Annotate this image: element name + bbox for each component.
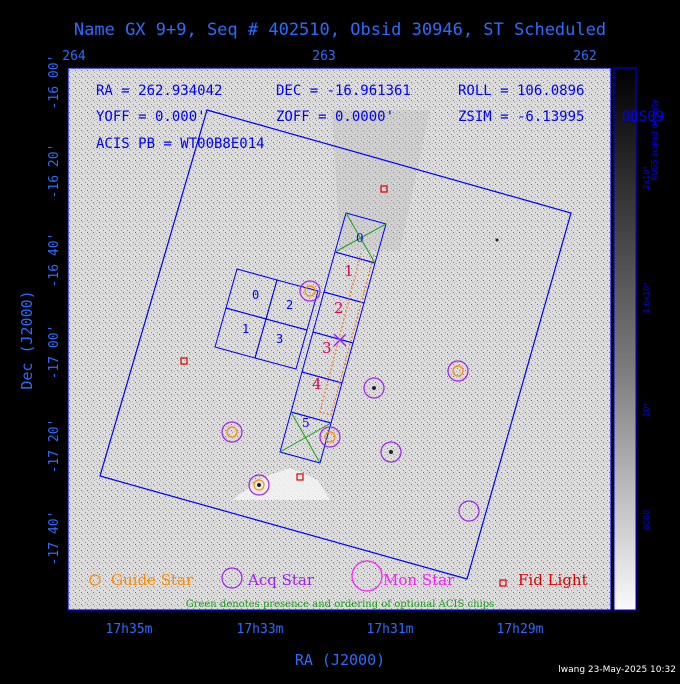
info-ra: RA = 262.934042 [96, 83, 222, 99]
legend-acq-label: Acq Star [247, 571, 315, 589]
legend-note: Green denotes presence and ordering of o… [186, 599, 495, 610]
image-frame [67, 67, 612, 611]
guide-star [452, 365, 464, 377]
dec-tick-3: -16 40' [47, 233, 62, 288]
acis-i-label-1: 1 [242, 322, 249, 336]
y-axis-label: Dec (J2000) [18, 290, 36, 389]
dec-tick-1: -16 00' [47, 55, 62, 110]
acq-star [363, 377, 385, 399]
colorbar-label: RUSS scaled density [650, 99, 659, 181]
aimpoint-marker [333, 333, 347, 347]
acq-star [447, 360, 469, 382]
acq-star [380, 441, 402, 463]
legend-guide-icon [89, 574, 101, 586]
acis-i-label-2: 2 [286, 298, 293, 312]
acq-star [458, 500, 480, 522]
acq-star [221, 421, 243, 443]
acq-star [248, 474, 270, 496]
acq-star [319, 426, 341, 448]
colorbar-tick-4: 6000 [642, 510, 651, 530]
dec-tick-6: -17 40' [47, 511, 62, 566]
top-tick-263: 263 [312, 49, 335, 64]
fid-light [296, 473, 304, 481]
colorbar [613, 67, 637, 611]
ra-tick-3: 17h31m [367, 622, 414, 637]
info-block: RA = 262.934042 DEC = -16.961361 ROLL = … [96, 83, 584, 152]
acis-s-label-5: 5 [302, 416, 310, 430]
fid-light [180, 357, 188, 365]
colorbar-tick-1: 2x10⁴ [642, 166, 651, 189]
guide-stars [226, 285, 464, 491]
acis-s-label-1: 1 [344, 262, 354, 280]
guide-star [304, 285, 316, 297]
dec-tick-5: -17 20' [47, 419, 62, 474]
guide-star [324, 431, 336, 443]
info-roll: ROLL = 106.0896 [458, 83, 584, 99]
ra-tick-2: 17h33m [237, 622, 284, 637]
fid-lights [180, 185, 388, 481]
star-dots [257, 238, 499, 487]
legend-guide-label: Guide Star [111, 571, 194, 589]
plot-title: Name GX 9+9, Seq # 402510, Obsid 30946, … [74, 20, 606, 40]
optional-chip-marks [279, 212, 387, 464]
colorbar-tick-3: 10⁴ [642, 403, 651, 416]
dark-streak [332, 110, 430, 250]
info-obs-overflow: OBS09 [622, 109, 664, 125]
info-acis-pb: ACIS PB = WT00B8E014 [96, 136, 265, 152]
dec-tick-4: -17 00' [47, 325, 62, 380]
acis-i-label-3: 3 [276, 332, 283, 346]
footer-stamp: lwang 23-May-2025 10:32 [558, 665, 676, 675]
acis-i-array [214, 268, 319, 370]
acq-stars [221, 280, 480, 522]
acis-s-label-4: 4 [312, 375, 322, 393]
top-tick-264: 264 [62, 49, 86, 64]
acis-i-chip-3 [254, 318, 308, 370]
guide-star [253, 479, 265, 491]
fov-outline [99, 109, 572, 580]
legend-mon-label: Mon Star [383, 571, 455, 589]
legend-fid-icon [499, 579, 507, 587]
colorbar-tick-2: 1.6x10⁴ [642, 283, 651, 314]
legend-acq-icon [221, 567, 243, 589]
x-axis-label: RA (J2000) [295, 651, 385, 669]
legend-fid-label: Fid Light [518, 571, 588, 589]
ra-tick-1: 17h35m [106, 622, 153, 637]
bright-region [232, 468, 330, 500]
info-dec: DEC = -16.961361 [276, 83, 411, 99]
optional-mark-chip5-b [279, 422, 332, 453]
fid-light [380, 185, 388, 193]
legend-mon-icon [351, 560, 383, 592]
info-yoff: YOFF = 0.000' [96, 109, 206, 125]
acis-s-label-3: 3 [322, 339, 332, 357]
acis-i-label-0: 0 [252, 288, 259, 302]
dec-tick-2: -16 20' [47, 144, 62, 199]
optional-mark-chip0-b [334, 223, 387, 253]
info-zoff: ZOFF = 0.0000' [276, 109, 394, 125]
guide-star [226, 426, 238, 438]
acq-star [299, 280, 321, 302]
legend: Guide Star Acq Star Mon Star Fid Light G… [89, 560, 588, 610]
acis-s-label-0: 0 [356, 231, 364, 245]
info-zsim: ZSIM = -6.13995 [458, 109, 584, 125]
ra-tick-4: 17h29m [497, 622, 544, 637]
top-tick-262: 262 [573, 49, 596, 64]
acis-s-label-2: 2 [334, 299, 344, 317]
